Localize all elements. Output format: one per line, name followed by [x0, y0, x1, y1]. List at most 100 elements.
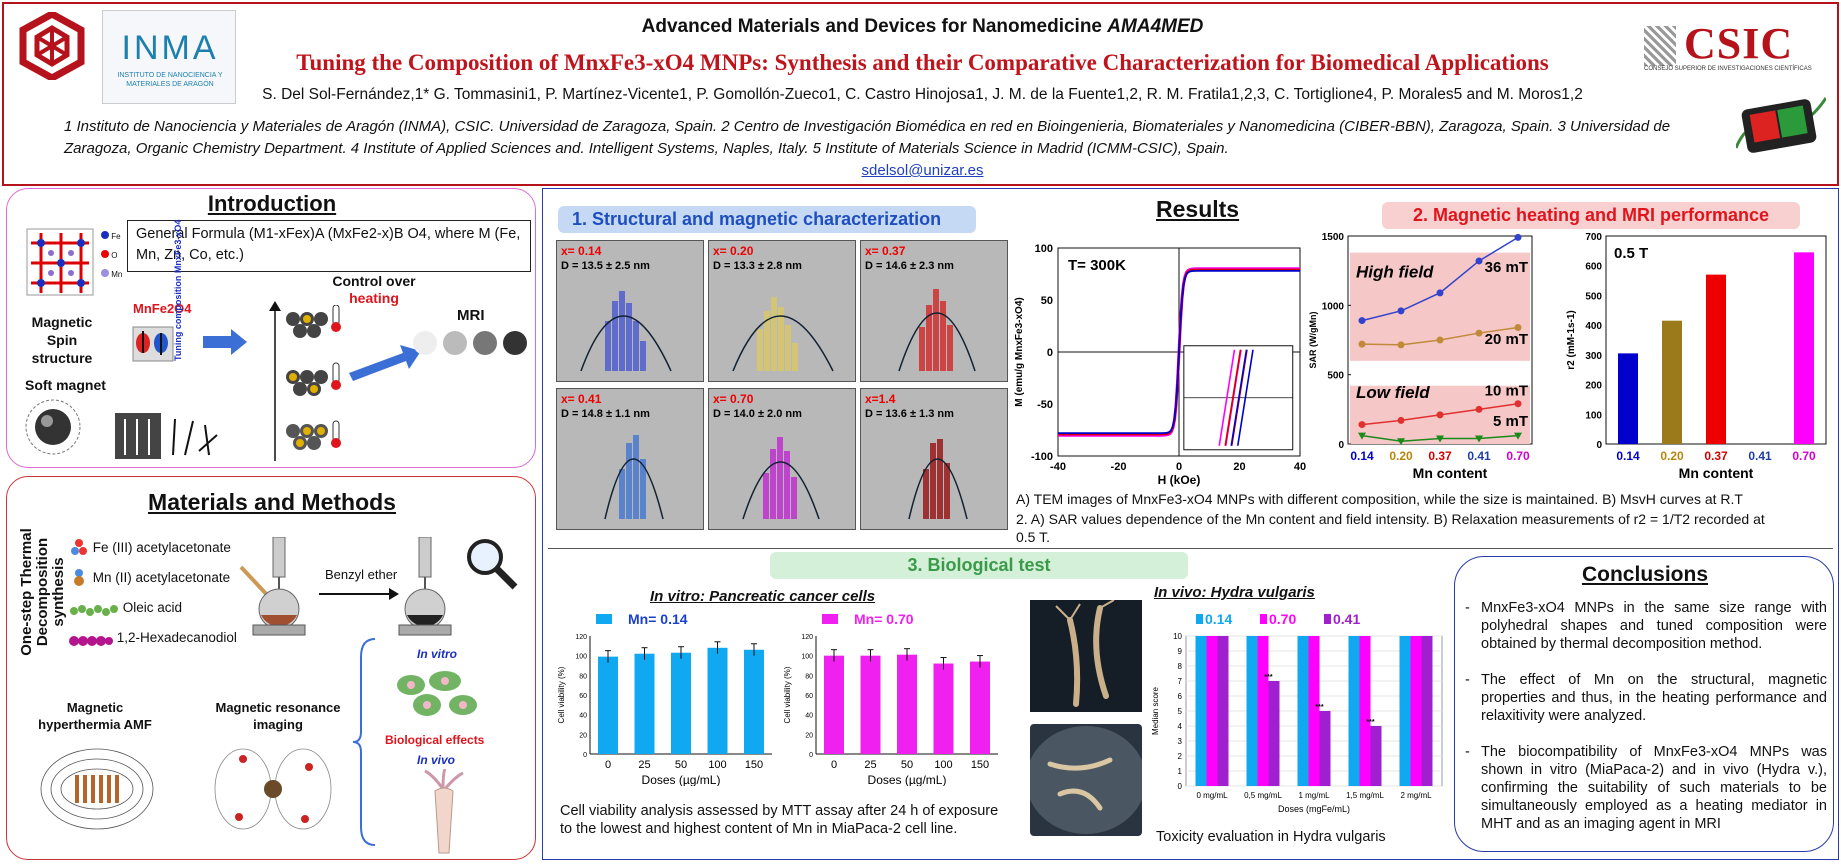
- hydra-bar: [1348, 636, 1360, 786]
- mvh-chart: -40 -20 0 20 40 -100 -50 0 50 100 H (kOe) M (emu/g …: [1014, 243, 1306, 487]
- tuning-composition-label: Tuning composition MnxFe3-xO4: [173, 219, 183, 361]
- hydra-photo: [1030, 600, 1142, 712]
- tem-image: x= 0.41 D = 14.8 ± 1.1 nm: [556, 388, 704, 530]
- spin-structure-label: Magnetic Spin structure: [31, 314, 93, 366]
- diagonal-arrow-icon: [349, 341, 421, 383]
- tick-label: 0: [831, 759, 837, 771]
- legend-label: 0.70: [1269, 611, 1296, 627]
- tem-image: x=1.4 D = 13.6 ± 1.3 nm: [860, 388, 1008, 530]
- contact-email-link[interactable]: sdelsol@unizar.es: [861, 162, 984, 179]
- sar-point: [1436, 336, 1444, 344]
- in-vitro-label: In vitro: [417, 647, 458, 661]
- sar-point: [1397, 416, 1405, 424]
- results-caption-2: 2. A) SAR values dependence of the Mn co…: [1016, 511, 1765, 545]
- tick-label: 3: [1178, 737, 1183, 746]
- control-heating-label: Control over heating: [332, 273, 416, 306]
- inset-loop-line: [1218, 349, 1236, 446]
- significance-label: ***: [1264, 674, 1272, 681]
- y-axis-label: r2 (mM-1s-1): [1566, 310, 1577, 369]
- hydra-bar: [1410, 636, 1422, 786]
- reagent-list: Fe (III) acetylacetonate Mn (II) acetyla…: [69, 533, 289, 653]
- mvh-curve: [1058, 270, 1300, 434]
- sar-point: [1436, 411, 1444, 419]
- bracket-icon: [352, 637, 377, 847]
- tick-label: 1,5 mg/mL: [1346, 791, 1384, 800]
- tick-label: 6: [1178, 692, 1183, 701]
- tick-label: 400: [1585, 321, 1602, 332]
- tem-image: x= 0.70 D = 14.0 ± 2.0 nm: [708, 388, 856, 530]
- tick-label: 2: [1178, 752, 1183, 761]
- tick-label: -100: [1031, 451, 1053, 463]
- sar-point: [1475, 435, 1483, 443]
- legend-label: Mn= 0.70: [854, 611, 914, 627]
- tick-label: 120: [801, 634, 813, 641]
- r2-bar: [1794, 252, 1814, 444]
- tick-label: 1: [1178, 767, 1183, 776]
- tick-label: 0.14: [1616, 449, 1640, 463]
- tick-label: 0: [1176, 461, 1182, 473]
- conclusions-title: Conclusions: [1581, 563, 1708, 586]
- tem-image-grid: x= 0.14 D = 13.5 ± 2.5 nm x= 0.20 D = 13.3…: [556, 240, 1008, 530]
- viability-chart-mn014: 0 20 40 60 80 100 120 0 25 50 100 150 Doses (µg/mL) C…: [557, 611, 772, 786]
- legend-swatch: [596, 614, 612, 624]
- significance-label: ***: [1315, 704, 1323, 711]
- viability-bar: [824, 655, 844, 754]
- inset-loop-line: [1236, 349, 1254, 446]
- sar-point: [1514, 432, 1522, 440]
- hydra-bar: [1297, 636, 1309, 786]
- tick-label: -50: [1037, 399, 1053, 411]
- sar-point: [1475, 405, 1483, 413]
- hydra-bar: [1319, 711, 1331, 786]
- series-label: 5 mT: [1493, 413, 1528, 430]
- tick-label: 100: [708, 759, 726, 771]
- viability-bar: [671, 652, 691, 754]
- iron-molecule-icon: [69, 538, 89, 558]
- vertical-axis-arrow-icon: [269, 301, 281, 461]
- sar-point: [1514, 324, 1522, 332]
- crystal-structure-icon: [21, 223, 99, 303]
- reaction-flask-icon: [239, 536, 319, 637]
- tick-label: 0.20: [1660, 449, 1684, 463]
- x-axis-label: H (kOe): [1158, 473, 1201, 487]
- legend-swatch: [822, 614, 838, 624]
- sar-point: [1514, 400, 1522, 408]
- viability-bar: [860, 655, 881, 754]
- tick-label: 40: [1294, 461, 1306, 473]
- tick-label: 40: [805, 713, 813, 720]
- sar-point: [1397, 341, 1405, 349]
- tem-image: x= 0.37 D = 14.6 ± 2.3 nm: [860, 240, 1008, 382]
- cells-icon: [387, 665, 487, 725]
- tick-label: 1 mg/mL: [1298, 791, 1330, 800]
- viability-bar: [707, 647, 728, 754]
- coil-field-icon: [37, 739, 157, 839]
- hydra-icon: [419, 768, 469, 855]
- low-field-label: Low field: [1356, 383, 1430, 402]
- mri-label: MRI: [457, 307, 485, 324]
- tick-label: 100: [1585, 410, 1602, 421]
- series-label: 36 mT: [1485, 259, 1528, 276]
- hydra-photo: [1030, 724, 1142, 836]
- switch-illustration-icon: [1734, 88, 1828, 158]
- tick-label: 60: [805, 693, 813, 700]
- sar-point: [1436, 289, 1444, 297]
- tick-label: 80: [805, 673, 813, 680]
- hydra-bar: [1195, 636, 1207, 786]
- hydra-bar: [1206, 636, 1218, 786]
- csic-logo: CSIC CONSEJO SUPERIOR DE INVESTIGACIONES…: [1644, 19, 1812, 72]
- field-annotation: 0.5 T: [1614, 245, 1648, 262]
- r2-bar: [1618, 353, 1638, 444]
- author-list: S. Del Sol-Fernández,1* G. Tommasini1, P…: [262, 86, 1583, 103]
- tick-label: 0.37: [1428, 449, 1452, 463]
- affiliations: 1 Instituto de Nanociencia y Materiales …: [64, 118, 1671, 157]
- hydra-bar: [1359, 636, 1371, 786]
- sar-point: [1397, 438, 1405, 446]
- r2-chart: 0 100 200 300 400 500 600 700 0.14 0.20 0.37 0.41 0.…: [1566, 232, 1827, 481]
- sar-point: [1358, 340, 1366, 348]
- tick-label: 0 mg/mL: [1196, 791, 1228, 800]
- r2-bar: [1706, 274, 1726, 444]
- poster-header: INMA INSTITUTO DE NANOCIENCIA Y MATERIAL…: [2, 2, 1839, 186]
- magnetization-arrows-icon: [113, 411, 223, 461]
- y-axis-label: M (emu/g MnxFe3-xO4): [1014, 297, 1025, 406]
- list-item: - MnxFe3-xO4 MNPs in the same size range …: [1465, 600, 1827, 652]
- viability-caption: Cell viability analysis assessed by MTT …: [560, 803, 999, 837]
